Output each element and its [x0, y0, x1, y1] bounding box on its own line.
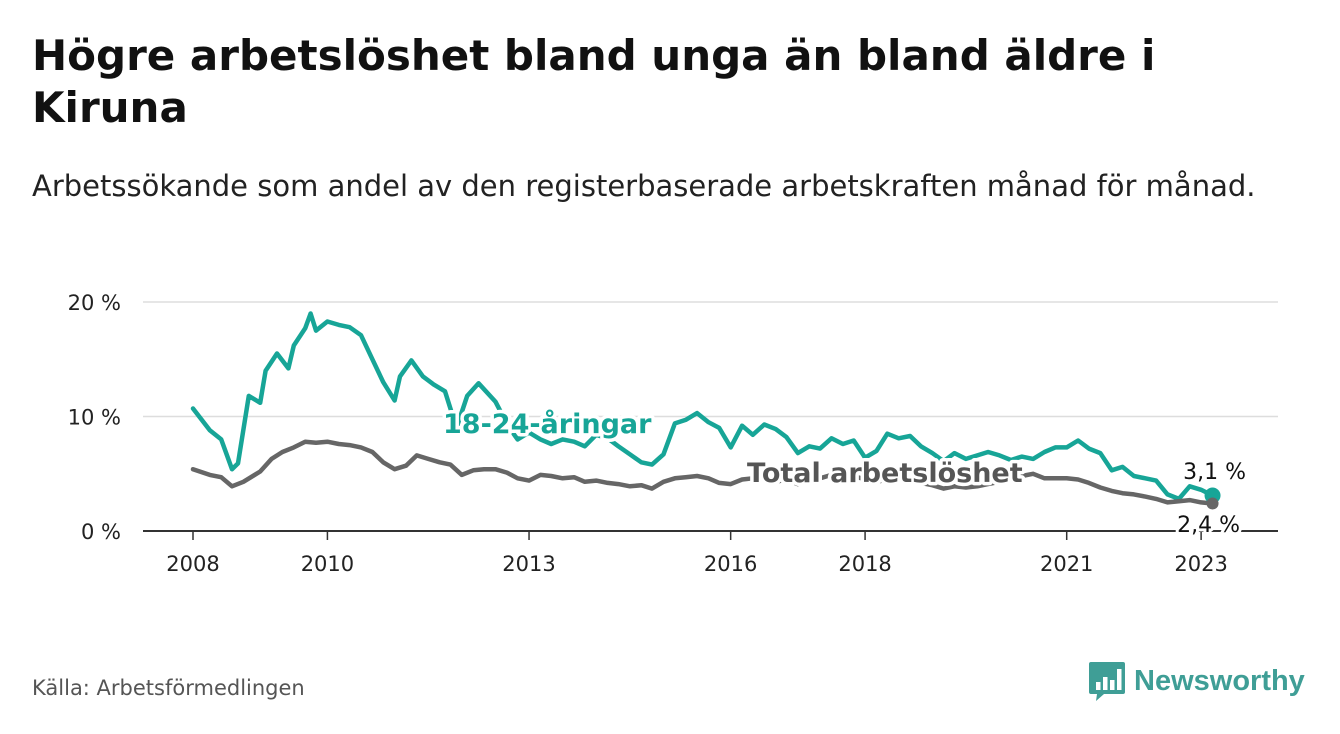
- x-tick-label: 2023: [1174, 552, 1227, 576]
- series-label: 18-24-åringar: [443, 408, 652, 440]
- y-tick-label: 10 %: [68, 406, 121, 430]
- x-tick-label: 2021: [1040, 552, 1093, 576]
- series-label: Total arbetslöshet: [747, 458, 1023, 489]
- x-tick-label: 2016: [704, 552, 757, 576]
- newsworthy-logo[interactable]: Newsworthy: [1088, 660, 1305, 702]
- chart-subtitle: Arbetssökande som andel av den registerb…: [32, 169, 1256, 203]
- source-note: Källa: Arbetsförmedlingen: [32, 676, 305, 700]
- x-tick-label: 2018: [838, 552, 891, 576]
- x-tick-label: 2010: [301, 552, 354, 576]
- chart-title: Högre arbetslöshet bland unga än bland ä…: [32, 31, 1156, 132]
- line-chart: 0 % 10 % 20 % 2008 2010 2013 2016 2018 2021 2023 1…: [68, 291, 1278, 576]
- series-line-total: [190, 439, 1215, 506]
- x-tick-label: 2008: [166, 552, 219, 576]
- series-line-youth: [190, 311, 1215, 502]
- end-point: [1206, 497, 1219, 510]
- x-tick-label: 2013: [502, 552, 555, 576]
- end-value-label: 2,4 %: [1177, 513, 1240, 538]
- y-tick-label: 0 %: [81, 520, 121, 544]
- newsworthy-icon: [1089, 662, 1125, 701]
- y-tick-label: 20 %: [68, 291, 121, 315]
- brand-name: Newsworthy: [1134, 664, 1305, 697]
- end-value-label: 3,1 %: [1183, 460, 1246, 485]
